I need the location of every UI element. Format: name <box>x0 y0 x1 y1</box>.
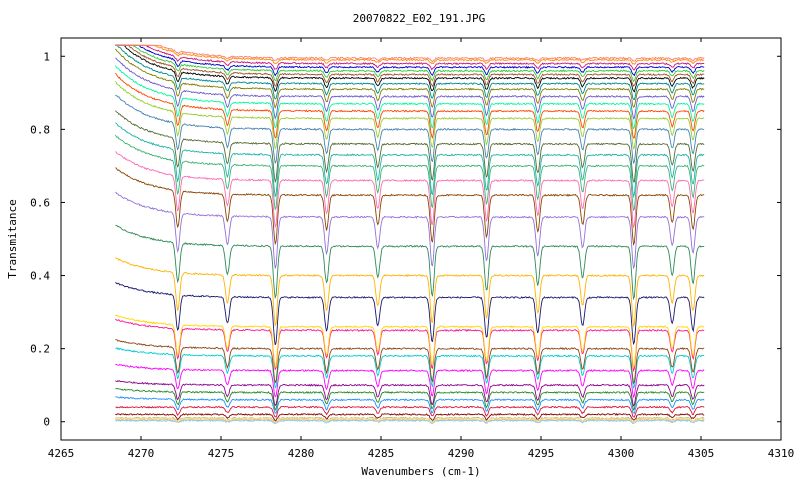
x-tick-label: 4270 <box>128 447 155 460</box>
series-line <box>114 134 705 212</box>
series-line <box>115 380 705 407</box>
x-tick-label: 4300 <box>608 447 635 460</box>
y-tick-label: 0.2 <box>30 343 50 356</box>
y-tick-label: 1 <box>43 50 50 63</box>
y-tick-label: 0.4 <box>30 270 50 283</box>
series-line <box>115 412 705 422</box>
x-tick-label: 4295 <box>528 447 555 460</box>
series-line <box>115 44 705 63</box>
x-axis-label: Wavenumbers (cm-1) <box>361 465 480 478</box>
series-line <box>115 44 705 88</box>
series-line <box>115 396 705 415</box>
series-line <box>115 167 705 246</box>
x-tick-label: 4290 <box>448 447 475 460</box>
series-line <box>115 48 705 109</box>
x-tick-label: 4280 <box>288 447 315 460</box>
y-tick-label: 0 <box>43 416 50 429</box>
plot-frame <box>60 37 782 441</box>
series-line <box>115 151 705 229</box>
x-tick-label: 4285 <box>368 447 395 460</box>
series-line <box>115 94 705 165</box>
y-tick-label: 0.6 <box>30 196 50 209</box>
series-line <box>115 44 705 93</box>
x-tick-label: 4305 <box>688 447 715 460</box>
chart-title: 20070822_E02_191.JPG <box>353 12 485 25</box>
series-line <box>115 44 705 77</box>
series-line <box>115 65 705 130</box>
series-line <box>115 110 705 184</box>
series-line <box>115 122 705 199</box>
series-line <box>115 191 705 270</box>
y-axis: 0 0.2 0.4 0.6 0.8 1 <box>30 50 781 429</box>
series-line <box>115 282 705 346</box>
series-line <box>115 419 705 425</box>
series-line <box>115 72 705 139</box>
series-line <box>115 81 705 150</box>
series-line <box>115 387 705 411</box>
series-line <box>115 44 705 65</box>
x-axis: 4265 4270 4275 4280 4285 4290 4295 4300 4305 4310 <box>48 38 795 460</box>
series-line <box>115 44 705 83</box>
series-layer <box>114 44 705 425</box>
series-line <box>115 405 705 418</box>
series-line <box>115 44 705 101</box>
x-tick-label: 4310 <box>768 447 795 460</box>
series-line <box>115 339 705 385</box>
y-axis-label: Transmitance <box>6 199 19 278</box>
series-line <box>115 363 705 399</box>
series-line <box>115 347 705 390</box>
series-line <box>115 57 705 120</box>
series-line <box>115 318 705 373</box>
series-line <box>115 314 705 369</box>
y-tick-label: 0.8 <box>30 123 50 136</box>
series-line <box>115 417 705 424</box>
series-line <box>115 44 705 71</box>
series-line <box>115 224 705 301</box>
x-tick-label: 4265 <box>48 447 75 460</box>
series-line <box>115 257 705 328</box>
x-tick-label: 4275 <box>208 447 235 460</box>
